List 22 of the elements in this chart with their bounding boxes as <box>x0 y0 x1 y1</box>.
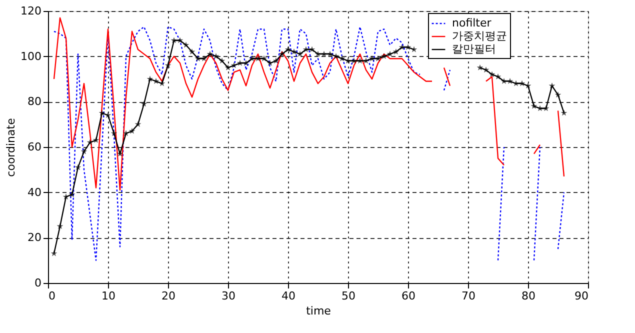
legend-label: 가중치평균 <box>452 30 507 42</box>
y-tick-label: 80 <box>28 95 42 108</box>
y-tick-label: 40 <box>28 186 42 199</box>
x-tick-label: 30 <box>222 290 236 302</box>
x-tick-label: 70 <box>462 290 476 302</box>
x-tick-label: 20 <box>162 290 176 302</box>
y-tick-label: 0 <box>34 276 42 290</box>
x-tick-label: 60 <box>402 290 416 302</box>
x-tick-label: 90 <box>574 290 588 302</box>
y-tick-label: 60 <box>28 140 42 154</box>
x-tick-label: 40 <box>282 290 296 302</box>
y-tick-label: 120 <box>20 4 42 18</box>
legend-label: 칼만필터 <box>452 42 496 56</box>
x-tick-label: 80 <box>522 290 536 302</box>
x-axis-title: time <box>306 304 332 318</box>
x-tick-label: 50 <box>342 290 356 302</box>
y-tick-label: 100 <box>20 50 42 63</box>
y-tick-label: 20 <box>28 231 42 244</box>
y-axis-title: coordinate <box>4 118 18 177</box>
x-tick-label: 10 <box>102 290 116 302</box>
x-tick-label: 0 <box>48 290 56 302</box>
legend-label: nofilter <box>452 16 492 30</box>
